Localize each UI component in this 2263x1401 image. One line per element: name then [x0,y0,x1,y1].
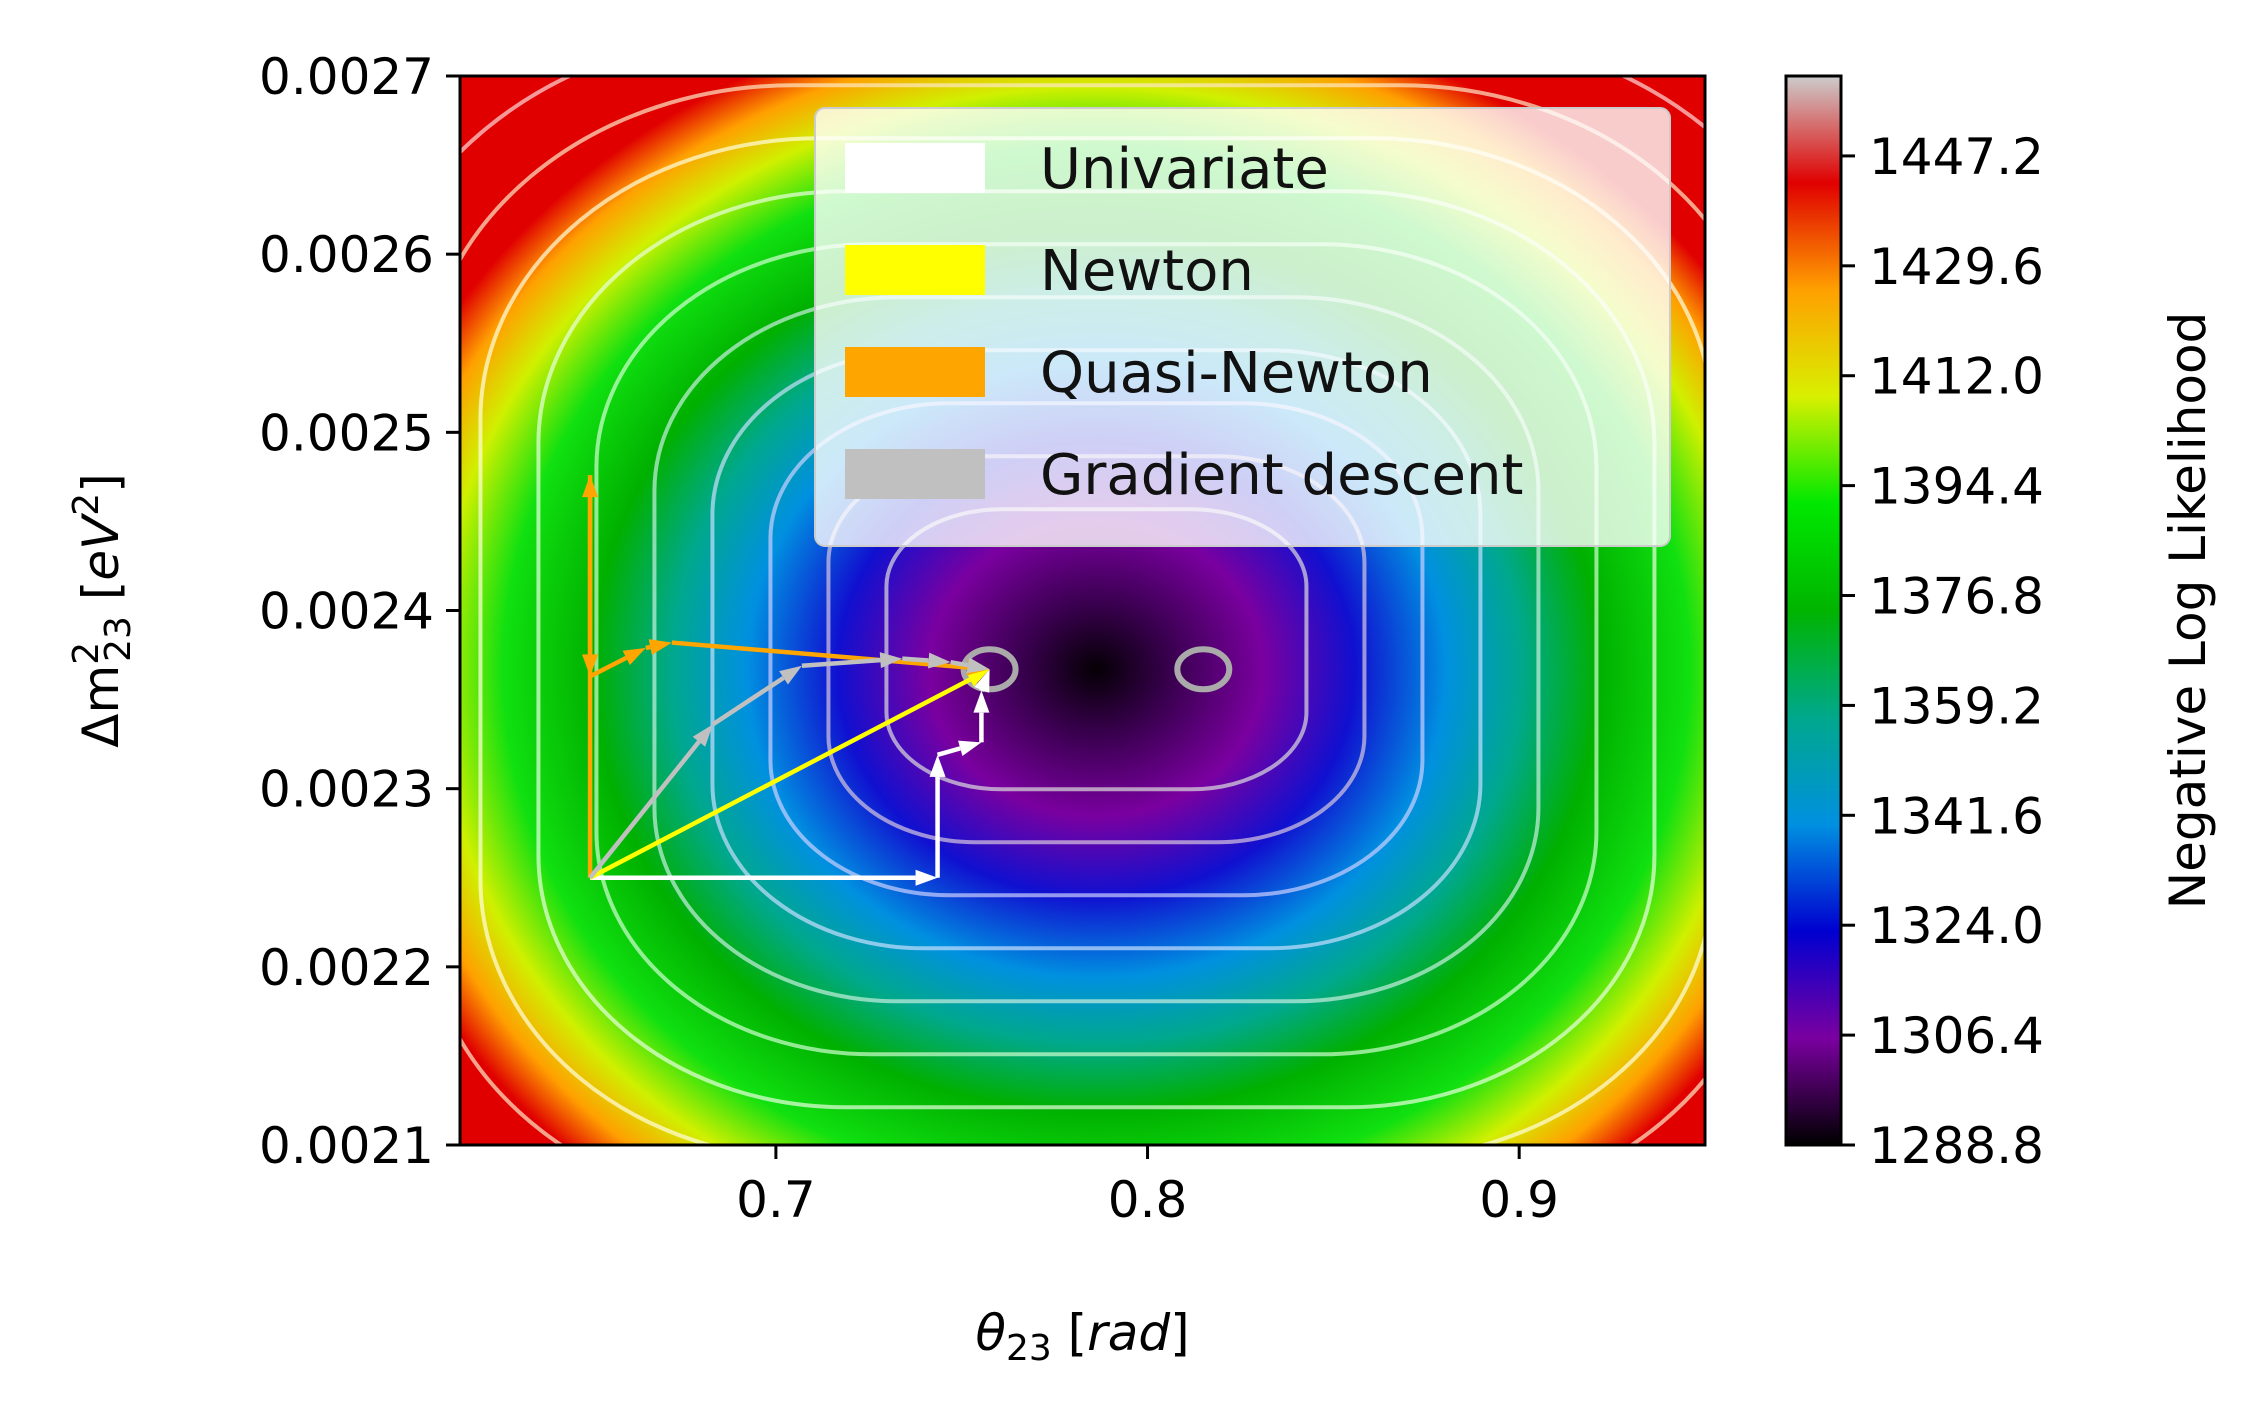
legend-label: Univariate [1040,137,1329,202]
legend-swatch [845,143,985,193]
colorbar-tick-label: 1324.0 [1869,897,2044,955]
colorbar: 1288.8 1306.4 1324.0 1341.6 1359.2 1376.8 1394… [1784,74,2217,1175]
y-label-symbol: Δm [72,665,130,748]
x-label-symbol: θ [975,1304,1006,1362]
x-tick-label: 0.8 [1108,1171,1188,1229]
y-tick-label: 0.0024 [259,583,434,641]
x-label-bracket-close: ] [1170,1304,1190,1362]
univariate-step [929,754,946,878]
x-tick-label: 0.9 [1479,1171,1559,1229]
y-label-unit-sup: 2 [66,493,107,516]
y-tick-label: 0.0021 [259,1117,434,1175]
y-label-unit: eV [72,512,130,581]
legend-entry: Newton [845,239,1254,304]
y-axis-label: Δm223 [eV2] [66,473,139,747]
univariate-step [936,740,982,757]
y-label-sub: 23 [98,616,139,662]
y-tick-label: 0.0025 [259,404,434,462]
y-tick-label: 0.0023 [259,761,434,819]
minimizer-paths [582,475,990,886]
quasi-newton-step [645,639,672,655]
x-tick-label: 0.7 [736,1171,816,1229]
quasi-newton-step [589,647,646,679]
colorbar-tick-label: 1429.6 [1869,238,2044,296]
gradient-descent-step [902,652,951,669]
legend-swatch [845,347,985,397]
colorbar-tick-label: 1412.0 [1869,348,2044,406]
legend-box [814,107,1671,547]
univariate-step [973,690,990,743]
x-label-bracket-open: [ [1052,1304,1087,1362]
colorbar-tick-label: 1306.4 [1869,1007,2044,1065]
gradient-descent-step [588,724,713,880]
univariate-step [590,869,938,886]
legend-swatch [845,449,985,499]
colorbar-tick-label: 1288.8 [1869,1117,2044,1175]
legend-label: Newton [1040,239,1254,304]
colorbar-ticks: 1288.8 1306.4 1324.0 1341.6 1359.2 1376.8 1394… [1841,128,2044,1175]
y-label-bracket-open: [ [72,581,130,616]
colorbar-tick-label: 1376.8 [1869,568,2044,626]
y-label-bracket-close: ] [72,473,130,493]
gradient-descent-step [801,652,903,669]
legend-entry: Univariate [845,137,1329,202]
y-axis: 0.0021 0.0022 0.0023 0.0024 0.0025 0.0026 0.00… [259,48,460,1175]
minimum-contour [1174,646,1233,693]
x-axis-label: θ23 [rad] [975,1304,1189,1369]
x-axis: 0.7 0.8 0.9 [736,1145,1559,1229]
univariate-step [974,669,990,693]
colorbar-tick-label: 1447.2 [1869,128,2044,186]
y-tick-label: 0.0027 [259,48,434,106]
gradient-descent-step [950,657,990,674]
colorbar-strip [1784,74,1843,1147]
legend-label: Quasi-Newton [1040,341,1433,406]
x-label-sub: 23 [1006,1328,1052,1369]
quasi-newton-step [582,475,599,677]
legend: Univariate Newton Quasi-Newton Gradient des… [814,107,1671,547]
legend-entry: Gradient descent [845,443,1523,508]
y-tick-label: 0.0026 [259,226,434,284]
colorbar-tick-label: 1394.4 [1869,458,2044,516]
y-tick-label: 0.0022 [259,939,434,997]
x-label-unit: rad [1087,1304,1170,1362]
legend-swatch [845,245,985,295]
legend-entry: Quasi-Newton [845,341,1433,406]
contour-line [460,83,1705,1145]
y-label-sup: 2 [66,642,107,665]
gradient-descent-step [711,665,802,727]
colorbar-label: Negative Log Likelihood [2159,312,2217,910]
colorbar-tick-label: 1359.2 [1869,677,2044,735]
legend-label: Gradient descent [1040,443,1523,508]
colorbar-tick-label: 1341.6 [1869,787,2044,845]
